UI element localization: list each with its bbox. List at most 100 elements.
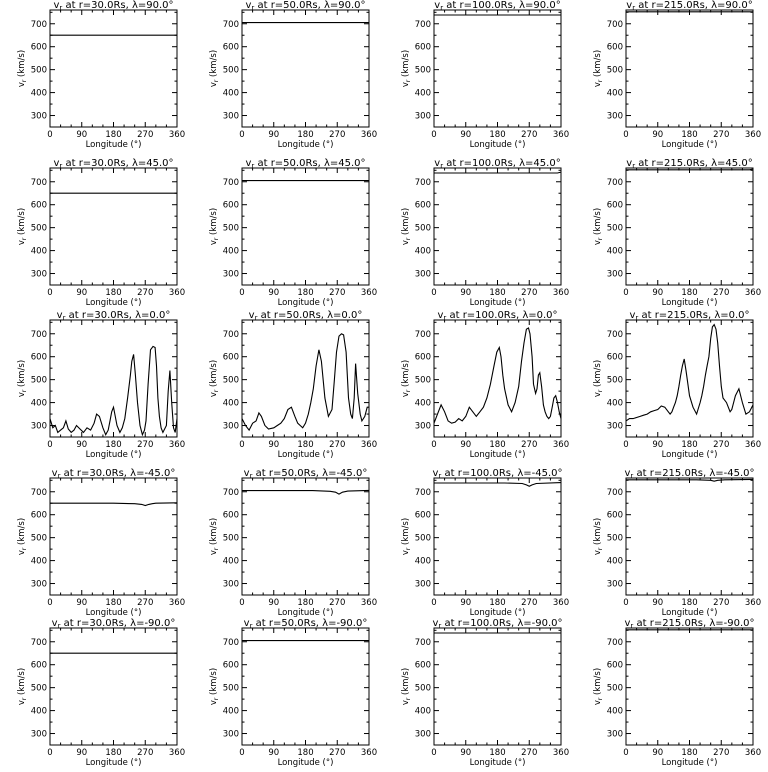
panel-20-ytick-label: 300	[607, 730, 623, 740]
panel-4-title: vr at r=215.0Rs, λ=90.0°	[626, 0, 752, 12]
panel-13-ytick-label: 400	[31, 557, 47, 567]
panel-20-xtick-label: 360	[745, 748, 761, 758]
panel-17-xtick-label: 0	[47, 748, 52, 758]
panel-20-title: vr at r=215.0Rs, λ=-90.0°	[624, 618, 754, 630]
panel-4-xtick-label: 90	[652, 130, 663, 140]
panel-9-title: vr at r=30.0Rs, λ=0.0°	[57, 310, 171, 322]
panel-2-xtick-label: 360	[361, 130, 377, 140]
panel-3-ytick-label: 500	[415, 66, 431, 76]
panel-20-ylabel: vr (km/s)	[593, 668, 604, 705]
panel-16-xtick-label: 180	[681, 598, 697, 608]
panel-13-ytick-label: 500	[31, 534, 47, 544]
panel-9-ytick-label: 700	[31, 330, 47, 340]
panel-3-xlabel: Longitude (°)	[470, 140, 526, 150]
panel-17-xtick-label: 360	[169, 748, 185, 758]
panel-9-frame	[49, 319, 178, 438]
panel-5-title: vr at r=30.0Rs, λ=45.0°	[53, 158, 173, 170]
panel-5-ytick-label: 400	[31, 247, 47, 257]
panel-5-xtick-label: 360	[169, 288, 185, 298]
panel-4-xtick-label: 180	[681, 130, 697, 140]
panel-13-ytick-label: 600	[31, 511, 47, 521]
panel-16-frame	[625, 477, 754, 596]
panel-6-ytick-label: 700	[223, 178, 239, 188]
panel-8-ytick-label: 300	[607, 270, 623, 280]
panel-5-xtick-label: 270	[137, 288, 153, 298]
panel-8-xtick-label: 90	[652, 288, 663, 298]
panel-18-ytick-label: 600	[223, 661, 239, 671]
panel-7-ytick-label: 400	[415, 247, 431, 257]
panel-18-ytick-label: 300	[223, 730, 239, 740]
panel-18-ytick-label: 400	[223, 707, 239, 717]
panel-5-ytick-label: 500	[31, 224, 47, 234]
panel-9-xtick-label: 360	[169, 440, 185, 450]
panel-3-xtick-label: 0	[431, 130, 436, 140]
panel-7-frame	[433, 167, 562, 286]
panel-3-xtick-label: 360	[553, 130, 569, 140]
panel-7-xtick-label: 270	[521, 288, 537, 298]
panel-15-ytick-label: 700	[415, 488, 431, 498]
panel-14-xtick-label: 270	[329, 598, 345, 608]
panel-11-ytick-label: 400	[415, 399, 431, 409]
panel-11-ytick-label: 600	[415, 353, 431, 363]
panel-7-series-line	[434, 171, 562, 174]
panel-13-ylabel: vr (km/s)	[17, 518, 28, 555]
panel-17-frame	[49, 627, 178, 746]
panel-10-title: vr at r=50.0Rs, λ=0.0°	[249, 310, 363, 322]
panel-1-xtick-label: 0	[47, 130, 52, 140]
panel-2-ytick-label: 700	[223, 20, 239, 30]
panel-14-ytick-label: 300	[223, 580, 239, 590]
panel-14-xtick-label: 0	[239, 598, 244, 608]
panel-20-xtick-label: 0	[623, 748, 628, 758]
panel-7-xtick-label: 0	[431, 288, 436, 298]
panel-14-ytick-label: 600	[223, 511, 239, 521]
panel-6-ytick-label: 600	[223, 201, 239, 211]
panel-8-xlabel: Longitude (°)	[662, 298, 718, 308]
panel-10-ytick-label: 300	[223, 422, 239, 432]
panel-15-xtick-label: 360	[553, 598, 569, 608]
panel-13-ytick-label: 700	[31, 488, 47, 498]
panel-19-ytick-label: 600	[415, 661, 431, 671]
panel-10-xtick-label: 360	[361, 440, 377, 450]
panel-15-ytick-label: 400	[415, 557, 431, 567]
panel-16-xtick-label: 270	[713, 598, 729, 608]
panel-7-ytick-label: 300	[415, 270, 431, 280]
panel-12-title: vr at r=215.0Rs, λ=0.0°	[629, 310, 749, 322]
panel-1-xtick-label: 270	[137, 130, 153, 140]
panel-7-xtick-label: 180	[489, 288, 505, 298]
panel-19-xtick-label: 180	[489, 748, 505, 758]
panel-1-ylabel: vr (km/s)	[17, 50, 28, 87]
panel-9-series-line	[49, 345, 178, 437]
panel-6-xtick-label: 360	[361, 288, 377, 298]
panel-6-ytick-label: 400	[223, 247, 239, 257]
panel-13-xtick-label: 180	[105, 598, 121, 608]
panel-1-ytick-label: 700	[31, 20, 47, 30]
panel-8-ytick-label: 600	[607, 201, 623, 211]
panel-2-xlabel: Longitude (°)	[278, 140, 334, 150]
panel-20-ytick-label: 500	[607, 684, 623, 694]
panel-19-ylabel: vr (km/s)	[401, 668, 412, 705]
panel-17-xlabel: Longitude (°)	[86, 758, 142, 768]
panel-13-xtick-label: 90	[76, 598, 87, 608]
panel-15-ylabel: vr (km/s)	[401, 518, 412, 555]
panel-14-xtick-label: 360	[361, 598, 377, 608]
panel-19-ytick-label: 300	[415, 730, 431, 740]
panel-15-series-line	[434, 482, 562, 487]
panel-11-ytick-label: 700	[415, 330, 431, 340]
panel-4-xtick-label: 360	[745, 130, 761, 140]
panel-3-xtick-label: 270	[521, 130, 537, 140]
panel-7-xlabel: Longitude (°)	[470, 298, 526, 308]
panel-13-xtick-label: 360	[169, 598, 185, 608]
panel-11-xtick-label: 270	[521, 440, 537, 450]
panel-19-title: vr at r=100.0Rs, λ=-90.0°	[432, 618, 562, 630]
panel-10-xlabel: Longitude (°)	[278, 450, 334, 460]
panel-4-ytick-label: 700	[607, 20, 623, 30]
panel-4-xtick-label: 0	[623, 130, 628, 140]
panel-15-xtick-label: 90	[460, 598, 471, 608]
panel-17-ylabel: vr (km/s)	[17, 668, 28, 705]
panel-5-ylabel: vr (km/s)	[17, 208, 28, 245]
panel-20-frame	[625, 627, 754, 746]
panel-19-xtick-label: 90	[460, 748, 471, 758]
panel-10-ytick-label: 400	[223, 399, 239, 409]
panel-1-ytick-label: 400	[31, 89, 47, 99]
